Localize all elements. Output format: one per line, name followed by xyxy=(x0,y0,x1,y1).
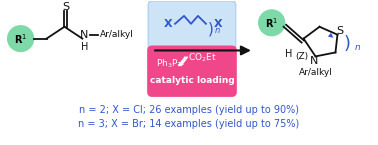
Text: N: N xyxy=(80,30,88,40)
Text: X: X xyxy=(164,19,172,29)
Text: catalytic loading: catalytic loading xyxy=(150,76,234,85)
Text: Ar/alkyl: Ar/alkyl xyxy=(100,30,134,39)
Text: n = 2; X = Cl; 26 examples (yield up to 90%): n = 2; X = Cl; 26 examples (yield up to … xyxy=(79,105,299,115)
Text: Ar/alkyl: Ar/alkyl xyxy=(299,68,333,77)
Text: n: n xyxy=(215,26,220,35)
Text: Ph$_3$P=: Ph$_3$P= xyxy=(156,57,186,70)
Text: R$^1$: R$^1$ xyxy=(265,16,278,30)
Text: ): ) xyxy=(208,21,214,36)
Text: H: H xyxy=(285,49,292,59)
FancyBboxPatch shape xyxy=(147,46,237,97)
Text: X: X xyxy=(214,19,222,29)
Text: S: S xyxy=(336,26,343,36)
Text: n = 3; X = Br; 14 examples (yield up to 75%): n = 3; X = Br; 14 examples (yield up to … xyxy=(78,119,300,129)
Text: S: S xyxy=(62,2,70,12)
Text: R$^1$: R$^1$ xyxy=(14,32,27,46)
Text: (Z): (Z) xyxy=(295,52,308,61)
Circle shape xyxy=(8,26,34,51)
Text: n: n xyxy=(355,43,360,52)
Text: CO$_2$Et: CO$_2$Et xyxy=(188,51,217,64)
Text: ): ) xyxy=(344,35,351,52)
Text: N: N xyxy=(310,56,319,66)
Text: H: H xyxy=(81,41,88,51)
FancyBboxPatch shape xyxy=(148,1,236,50)
Circle shape xyxy=(259,10,285,36)
